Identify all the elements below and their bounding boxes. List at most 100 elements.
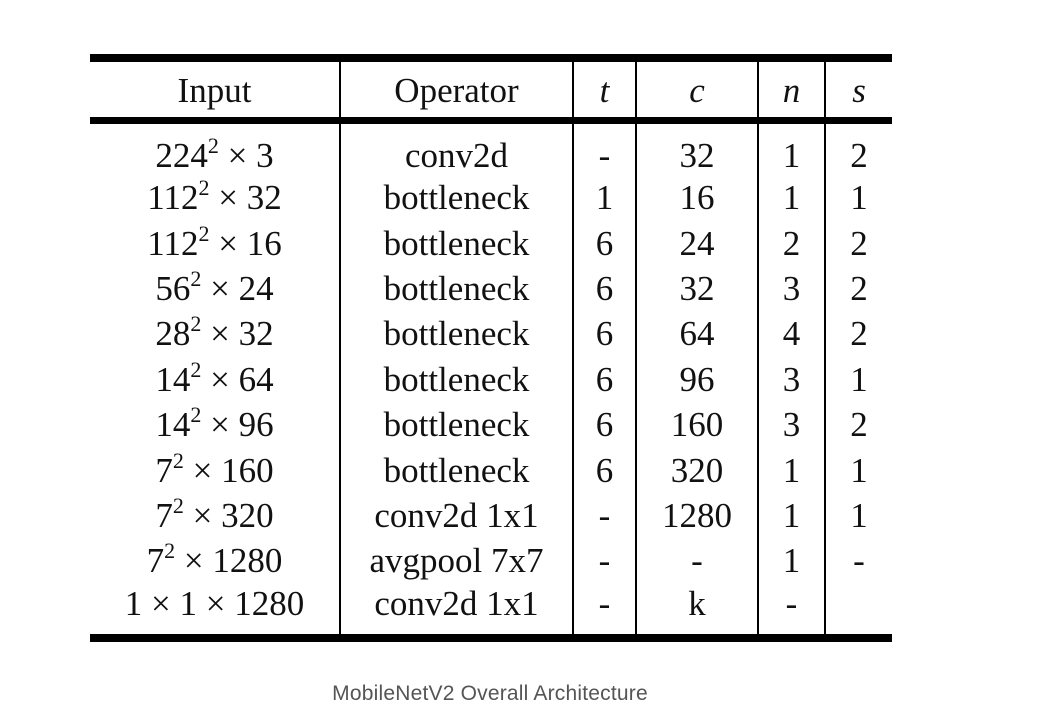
cell-s: 2 bbox=[850, 268, 868, 308]
cell-input: 1122 × 32 bbox=[90, 175, 341, 221]
cell-c: k bbox=[636, 584, 759, 639]
input-exponent: 2 bbox=[207, 132, 219, 158]
cell-operator: bottleneck bbox=[340, 311, 574, 358]
cell-t: 6 bbox=[573, 220, 637, 267]
cell-input: 2242 × 3 bbox=[90, 120, 341, 176]
input-base: 112 bbox=[147, 223, 199, 263]
input-base: 112 bbox=[147, 178, 199, 218]
cell-operator: conv2d 1x1 bbox=[340, 584, 574, 639]
cell-s bbox=[825, 584, 892, 638]
caption: MobileNetV2 Overall Architecture bbox=[332, 682, 648, 705]
table-row: 72 × 320 conv2d 1x1-1280 1 1 bbox=[90, 492, 892, 539]
input-base: 7 bbox=[155, 450, 173, 490]
cell-operator: bottleneck bbox=[340, 402, 574, 448]
input-base: 7 bbox=[146, 541, 165, 581]
input-rest: × 24 bbox=[201, 268, 274, 308]
input-rest: × 96 bbox=[201, 405, 274, 445]
header-c: c bbox=[636, 58, 759, 124]
input-exponent: 2 bbox=[172, 492, 184, 518]
cell-operator: bottleneck bbox=[340, 220, 574, 267]
table-header: Input Operator t c n s bbox=[90, 58, 892, 124]
input-base: 28 bbox=[155, 314, 191, 354]
cell-n: - bbox=[758, 584, 826, 639]
input-exponent: 2 bbox=[198, 220, 210, 246]
cell-n: 1 bbox=[758, 175, 826, 221]
input-rest: × 64 bbox=[201, 359, 274, 399]
table-row: 1 × 1 × 1280 conv2d 1x1- k - bbox=[90, 584, 892, 639]
cell-n: 1 bbox=[758, 493, 826, 539]
cell-n: 4 bbox=[758, 311, 826, 358]
cell-input: 562 × 24 bbox=[90, 265, 341, 312]
cell-c: 160 bbox=[636, 402, 759, 448]
table-body: 2242 × 3 conv2d -32 1 2 1122 × 32 bottleneck 1 1… bbox=[90, 120, 892, 639]
table-row: 282 × 32 bottleneck 6 64 4 2 bbox=[90, 311, 892, 358]
input-exponent: 2 bbox=[164, 538, 176, 564]
cell-s: 1 bbox=[850, 359, 868, 399]
input-exponent: 2 bbox=[172, 447, 184, 473]
input-rest: × 160 bbox=[183, 450, 274, 490]
cell-t: 6 bbox=[573, 311, 637, 358]
cell-input: 142 × 96 bbox=[90, 402, 341, 448]
table-row: 142 × 64 bottleneck 6 96 3 1 bbox=[90, 357, 892, 403]
cell-c: 32 bbox=[636, 120, 759, 176]
header-input: Input bbox=[90, 58, 341, 124]
cell-input: 1122 × 16 bbox=[90, 220, 341, 267]
cell-c: 16 bbox=[636, 175, 759, 221]
cell-operator: bottleneck bbox=[340, 175, 574, 221]
table-row: 72 × 160 bottleneck 6 320 1 1 bbox=[90, 447, 892, 494]
table-row: 142 × 96 bottleneck 6 160 3 2 bbox=[90, 402, 892, 448]
input-rest: × 16 bbox=[209, 223, 282, 263]
input-rest: × 3 bbox=[218, 135, 274, 175]
cell-n: 1 bbox=[758, 447, 826, 494]
cell-t: - bbox=[573, 584, 637, 639]
cell-n: 1 bbox=[758, 538, 826, 585]
table-row: 72 × 1280 avgpool 7x7- -1- bbox=[90, 538, 892, 585]
input-exponent: 2 bbox=[190, 265, 202, 291]
cell-operator: bottleneck bbox=[340, 447, 574, 494]
cell-n: 2 bbox=[758, 220, 826, 267]
cell-input: 72 × 320 bbox=[90, 492, 341, 539]
cell-s: 1 bbox=[850, 495, 868, 535]
cell-t: 6 bbox=[573, 357, 637, 403]
cell-c: 32 bbox=[636, 266, 759, 312]
cell-c: - bbox=[636, 538, 759, 585]
input-base: 7 bbox=[155, 495, 173, 535]
input-exponent: 2 bbox=[190, 311, 202, 337]
cell-s: 1 bbox=[850, 178, 868, 218]
cell-s: 2 bbox=[850, 314, 868, 354]
cell-operator: bottleneck bbox=[340, 266, 574, 312]
input-exponent: 2 bbox=[198, 175, 210, 201]
cell-t: - bbox=[573, 493, 637, 539]
cell-c: 64 bbox=[636, 311, 759, 358]
architecture-table: Input Operator t c n s 2242 × 3 conv2d -32… bbox=[90, 54, 892, 643]
input-base: 224 bbox=[155, 135, 208, 175]
input-rest: × 32 bbox=[209, 178, 282, 218]
header-row: Input Operator t c n s bbox=[90, 58, 892, 124]
cell-operator: conv2d 1x1 bbox=[340, 493, 574, 539]
header-t: t bbox=[573, 58, 637, 124]
cell-input: 72 × 1280 bbox=[90, 538, 341, 585]
cell-n: 3 bbox=[758, 357, 826, 403]
cell-t: 6 bbox=[573, 266, 637, 312]
cell-operator: bottleneck bbox=[340, 357, 574, 403]
input-rest: × 32 bbox=[201, 314, 274, 354]
cell-c: 24 bbox=[636, 220, 759, 267]
input-base: 14 bbox=[155, 359, 191, 399]
table-row: 1122 × 16 bottleneck 6 24 2 2 bbox=[90, 220, 892, 267]
cell-n: 3 bbox=[758, 266, 826, 312]
input-rest: × 320 bbox=[183, 495, 274, 535]
input-rest: × 1280 bbox=[175, 541, 283, 581]
cell-s: - bbox=[853, 541, 865, 581]
cell-input: 1 × 1 × 1280 bbox=[90, 584, 341, 639]
cell-operator: avgpool 7x7 bbox=[340, 538, 574, 585]
cell-t: - bbox=[573, 120, 637, 176]
input-exponent: 2 bbox=[190, 402, 202, 428]
table-row: 1122 × 32 bottleneck 1 16 1 1 bbox=[90, 175, 892, 221]
cell-t: 1 bbox=[573, 175, 637, 221]
cell-operator: conv2d bbox=[340, 120, 574, 176]
input-base: 14 bbox=[155, 405, 191, 445]
cell-input: 282 × 32 bbox=[90, 311, 341, 358]
input-base: 56 bbox=[155, 268, 191, 308]
cell-n: 1 bbox=[758, 120, 826, 176]
header-operator: Operator bbox=[340, 58, 574, 124]
